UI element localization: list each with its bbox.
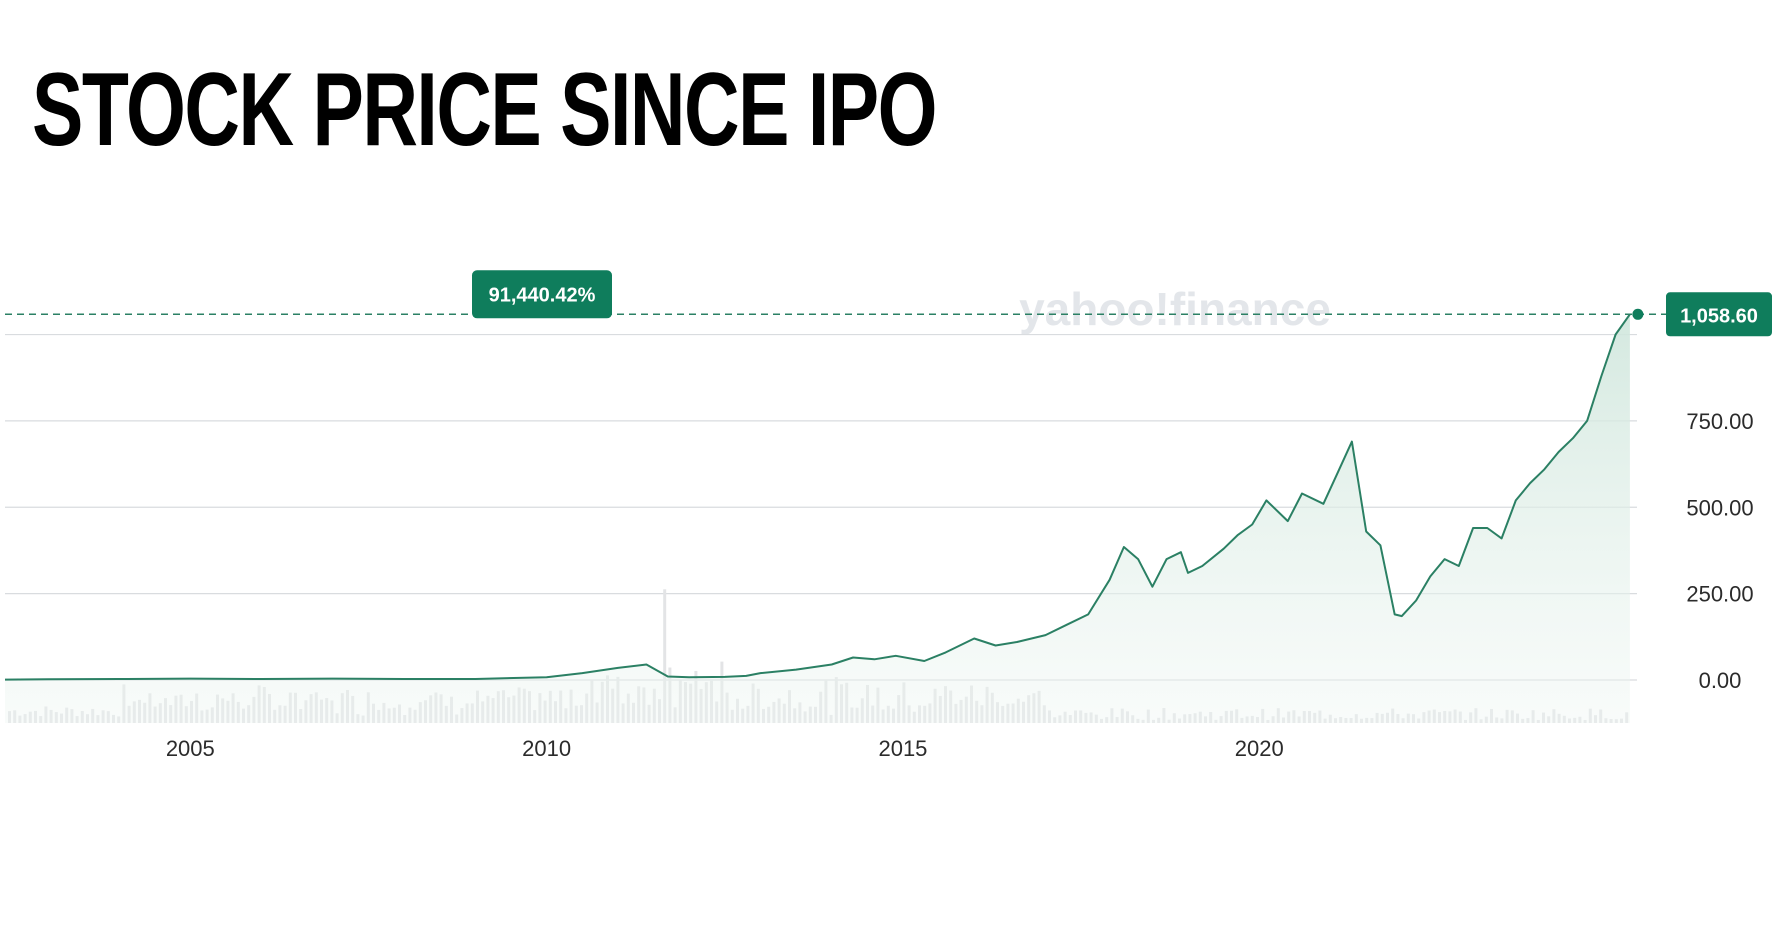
percent-change-badge[interactable]: 91,440.42%	[472, 270, 612, 319]
y-tick-label: 750.00	[1686, 409, 1753, 434]
watermark: yahoo!finance	[1019, 283, 1331, 335]
y-tick-label: 250.00	[1686, 582, 1753, 607]
page-title: STOCK PRICE SINCE IPO	[32, 52, 937, 168]
x-tick-label: 2015	[878, 736, 927, 761]
x-axis: 2005 2010 2015 2020	[166, 736, 1284, 761]
current-value-label: 1,058.60	[1680, 305, 1758, 327]
current-price-dot[interactable]	[1632, 308, 1644, 320]
x-tick-label: 2005	[166, 736, 215, 761]
price-area	[5, 314, 1630, 723]
percent-change-label: 91,440.42%	[489, 284, 596, 306]
y-tick-label: 500.00	[1686, 495, 1753, 520]
x-tick-label: 2010	[522, 736, 571, 761]
volume-bar	[663, 589, 667, 723]
price-line	[4, 313, 1631, 681]
x-tick-label: 2020	[1235, 736, 1284, 761]
y-tick-label: 0.00	[1699, 668, 1742, 693]
current-value-badge: 1,058.60	[1666, 292, 1772, 337]
y-axis: 0.00 250.00 500.00 750.00	[1686, 409, 1753, 693]
